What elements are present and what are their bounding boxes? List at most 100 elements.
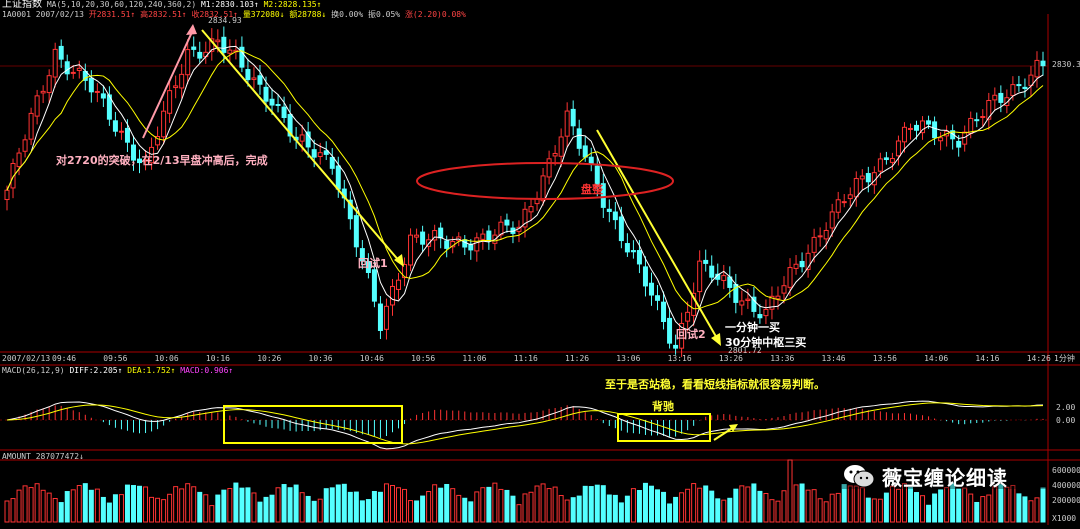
time-tick-label: 13:06 xyxy=(616,354,641,363)
time-tick-label: 14:16 xyxy=(975,354,1000,363)
time-tick-label: 10:16 xyxy=(205,354,230,363)
candle-body xyxy=(161,110,167,138)
amount-bar xyxy=(432,484,438,523)
candle-body xyxy=(227,49,233,54)
ma-spec: MA(5,10,20,30,60,120,240,360,2) xyxy=(46,0,197,9)
candle-body xyxy=(522,208,528,228)
candle-body xyxy=(245,69,251,81)
candle-body xyxy=(558,136,564,157)
candle-body xyxy=(239,46,245,68)
amount-bar xyxy=(70,489,76,523)
candle-body xyxy=(673,344,679,349)
candle-body xyxy=(799,260,805,268)
amount-bar xyxy=(829,493,835,523)
candle-body xyxy=(841,201,847,204)
amount-bar xyxy=(962,487,968,523)
candle-body xyxy=(781,285,787,294)
amount-bar xyxy=(281,484,287,523)
amount-bar xyxy=(335,484,341,523)
candle-body xyxy=(299,134,305,142)
amount-bar xyxy=(414,500,420,523)
amount-bar xyxy=(661,491,667,523)
amount-bar xyxy=(835,492,841,523)
amount-bar xyxy=(950,482,956,523)
candle-body xyxy=(685,311,691,322)
candle-body xyxy=(986,100,992,120)
amount-bar xyxy=(673,496,679,523)
amount-bar xyxy=(769,499,775,523)
consolidation-ellipse xyxy=(416,162,674,200)
candle-body xyxy=(901,126,907,143)
candle-body xyxy=(1034,59,1040,78)
amount-bar xyxy=(920,495,926,523)
amount-bar xyxy=(823,501,829,523)
buy3-label: 30分钟中枢三买 xyxy=(725,336,807,349)
amount-bar xyxy=(606,494,612,523)
candlestick-series xyxy=(4,26,1046,358)
amount-bar xyxy=(980,496,986,523)
annotation-shapes xyxy=(142,24,738,444)
amount-bar xyxy=(811,489,817,523)
ma5-line xyxy=(6,45,1044,331)
candle-body xyxy=(1004,97,1010,106)
amount-bar xyxy=(22,485,28,523)
amount-bar xyxy=(944,487,950,523)
amount-bar xyxy=(516,504,522,523)
amount-bar xyxy=(817,498,823,523)
candle-body xyxy=(275,104,281,107)
amount-bar xyxy=(40,489,46,523)
candle-body xyxy=(70,71,76,74)
amount-bar xyxy=(847,485,853,523)
panel-frames xyxy=(0,14,1080,525)
candle-body xyxy=(576,128,582,149)
amount-bar xyxy=(624,495,630,523)
open: 开2831.51↑ xyxy=(88,10,136,19)
amount-bar xyxy=(438,487,444,523)
candle-body xyxy=(805,252,811,271)
breakout-note: 对2720的突破，在2/13早盘冲高后，完成 xyxy=(56,154,268,167)
candle-body xyxy=(811,236,817,253)
amount-bar xyxy=(853,485,859,523)
amount-axis-1: 600000 xyxy=(1052,466,1080,475)
amount-bar xyxy=(1022,496,1028,523)
amount-bar xyxy=(763,492,769,523)
candle-body xyxy=(251,77,257,80)
amount-bar xyxy=(389,485,395,523)
candle-body xyxy=(408,234,414,266)
candle-body xyxy=(895,140,901,157)
amount-bar xyxy=(34,483,40,523)
amount-bar xyxy=(263,496,269,523)
candle-body xyxy=(389,285,395,306)
amount-bar xyxy=(293,484,299,523)
candle-body xyxy=(775,295,781,300)
candle-body xyxy=(106,94,112,120)
amount-bar xyxy=(353,491,359,523)
divergence-box-2 xyxy=(617,413,711,442)
candle-body xyxy=(793,263,799,269)
amount-bar xyxy=(474,491,480,523)
candle-body xyxy=(347,199,353,220)
candle-body xyxy=(594,165,600,188)
candle-body xyxy=(432,230,438,241)
amount-bar xyxy=(546,488,552,523)
candle-body xyxy=(10,162,16,189)
amount-bar xyxy=(456,494,462,523)
candle-body xyxy=(130,144,136,161)
candle-body xyxy=(920,120,926,134)
candle-body xyxy=(624,243,630,253)
candle-body xyxy=(504,219,510,226)
amount-bar xyxy=(323,488,329,523)
time-tick-label: 13:16 xyxy=(667,354,692,363)
amount-unit: X1000 xyxy=(1052,514,1077,523)
consolidation-label: 盘整 xyxy=(581,183,603,196)
amount-bar xyxy=(558,495,564,523)
amount-bars xyxy=(4,459,1046,523)
amount-bar xyxy=(522,493,528,523)
candle-body xyxy=(889,158,895,163)
time-tick-label: 10:56 xyxy=(411,354,436,363)
amount-bar xyxy=(679,492,685,523)
candle-body xyxy=(980,116,986,119)
candle-body xyxy=(564,110,570,137)
candle-body xyxy=(474,237,480,252)
